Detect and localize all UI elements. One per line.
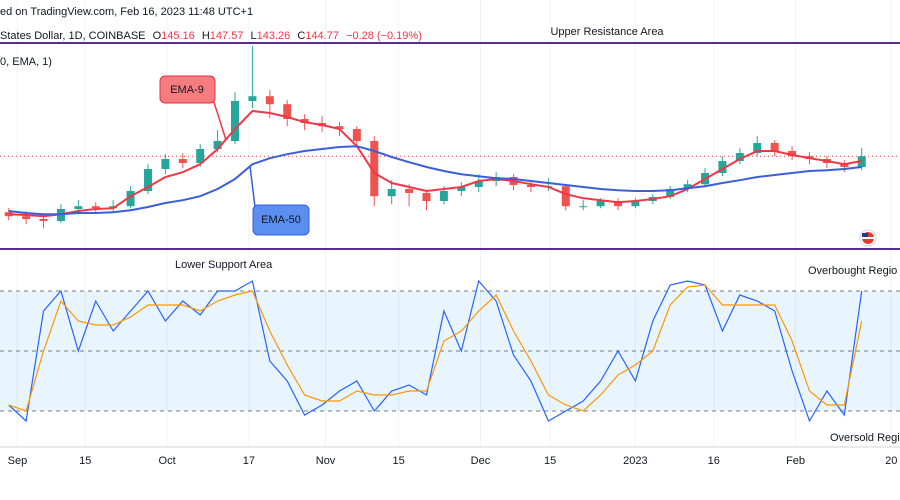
ema-line — [8, 145, 862, 216]
candle-body — [335, 126, 344, 129]
x-tick-label: 20 — [885, 455, 897, 467]
candle-body — [631, 201, 640, 207]
candle-body — [753, 143, 762, 153]
flag-icon — [859, 229, 877, 247]
symbol: States Dollar, 1D, COINBASE — [0, 30, 146, 42]
x-tick-label: Oct — [159, 455, 176, 467]
x-tick-label: 15 — [79, 455, 91, 467]
candle-body — [196, 149, 205, 163]
candle-body — [178, 159, 187, 163]
ohlc-value: 144.77 — [305, 30, 339, 42]
x-tick-label: Feb — [786, 455, 805, 467]
ohlc-label: L — [251, 30, 257, 42]
callout-box — [159, 75, 216, 104]
candle-body — [613, 201, 622, 207]
candle-body — [370, 141, 379, 197]
candle-body — [283, 104, 292, 119]
candle-body — [143, 169, 152, 191]
candle-body — [579, 206, 588, 208]
change: −0.28 (−0.19%) — [346, 30, 422, 42]
x-tick-label: 16 — [708, 455, 720, 467]
candle-body — [735, 153, 744, 161]
candle-body — [770, 143, 779, 151]
level-label: Lower Support Area — [175, 259, 273, 271]
stoch-line — [8, 279, 863, 423]
candle-body — [526, 185, 535, 187]
x-tick-label: Dec — [471, 455, 491, 467]
source-text: ed on TradingView.com, Feb 16, 2023 11:4… — [0, 6, 253, 18]
candle-body — [352, 129, 361, 141]
candle-body — [718, 161, 727, 173]
candle-body — [161, 159, 170, 169]
ohlc-label: H — [202, 30, 210, 42]
candle-body — [39, 219, 48, 221]
stoch-line — [8, 284, 863, 412]
indicator-text: 0, EMA, 1) — [0, 56, 52, 68]
callout-pointer — [249, 165, 256, 208]
candle-body — [213, 141, 222, 149]
ohlc-value: 145.16 — [161, 30, 195, 42]
candle-body — [596, 201, 605, 207]
level-label: Oversold Regi — [830, 432, 900, 444]
x-tick-label: Sep — [8, 455, 28, 467]
candle-body — [439, 191, 448, 201]
candle-body — [300, 119, 309, 123]
symbol-line: States Dollar, 1D, COINBASE O145.16 H147… — [0, 30, 422, 42]
candle-body — [231, 101, 240, 141]
candle-body — [387, 189, 396, 197]
candle-body — [248, 96, 257, 101]
grid — [16, 0, 892, 447]
candle-body — [22, 216, 31, 219]
candle-body — [74, 206, 83, 209]
candle-body — [405, 189, 414, 193]
x-tick-label: 17 — [243, 455, 255, 467]
level-label: Upper Resistance Area — [550, 26, 664, 38]
ohlc-label: C — [297, 30, 305, 42]
candle-body — [91, 206, 100, 209]
x-tick-label: 15 — [544, 455, 556, 467]
x-tick-label: Nov — [316, 455, 336, 467]
ohlc-value: 147.57 — [210, 30, 244, 42]
callout-box — [252, 204, 310, 236]
candle-body — [683, 184, 692, 189]
candle-body — [788, 151, 797, 157]
candle-body — [265, 96, 274, 105]
callout-pointer — [211, 95, 227, 141]
x-tick-label: 15 — [393, 455, 405, 467]
ohlc-value: 143.26 — [257, 30, 291, 42]
ema-line — [8, 109, 862, 218]
callout-label: EMA-50 — [261, 214, 301, 226]
candle-body — [474, 181, 483, 187]
marks: Upper Resistance Area Lower Support Area S… — [0, 26, 900, 467]
x-tick-label: 2023 — [623, 455, 647, 467]
candle-body — [666, 189, 675, 197]
level-label: Overbought Regio — [808, 265, 897, 277]
candle-body — [561, 186, 570, 207]
candle-body — [422, 193, 431, 201]
callout-label: EMA-9 — [170, 84, 204, 96]
candle-body — [126, 191, 135, 207]
ohlc-label: O — [153, 30, 162, 42]
candle-body — [457, 187, 466, 191]
